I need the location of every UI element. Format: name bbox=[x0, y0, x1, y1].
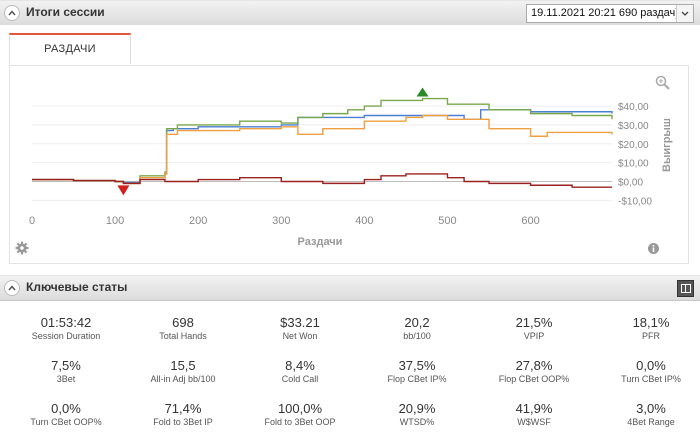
stat-label: Turn CBet IP% bbox=[621, 374, 681, 384]
stat-item: 41,9% W$WSF bbox=[476, 401, 592, 428]
max-marker bbox=[416, 87, 429, 97]
stat-label: All-in Adj bb/100 bbox=[150, 374, 216, 384]
tab-hands[interactable]: РАЗДАЧИ bbox=[9, 33, 131, 64]
stat-item: $33.21 Net Won bbox=[242, 315, 358, 342]
x-tick-label: 300 bbox=[272, 215, 290, 227]
x-tick-label: 0 bbox=[29, 215, 35, 227]
key-stats-header: Ключевые статы bbox=[0, 275, 700, 301]
stat-item: 0,0% Turn CBet IP% bbox=[593, 358, 700, 385]
collapse-stats-button[interactable] bbox=[4, 280, 20, 296]
stat-value: 21,5% bbox=[515, 315, 553, 330]
layout-toggle-icon[interactable] bbox=[677, 280, 694, 297]
stat-item: 8,4% Cold Call bbox=[242, 358, 358, 385]
stat-value: 0,0% bbox=[636, 358, 666, 373]
stat-item: 15,5 All-in Adj bb/100 bbox=[125, 358, 241, 385]
stat-label: Session Duration bbox=[31, 331, 101, 341]
stat-label: Total Hands bbox=[159, 331, 207, 341]
y-tick-label: $10,00 bbox=[618, 159, 649, 170]
winnings-chart: $40,00 $30,00 $20,00 $10,00 $0,00 -$10,00 0 100… bbox=[29, 87, 673, 248]
zoom-icon[interactable] bbox=[655, 75, 670, 90]
y-tick-label: -$10,00 bbox=[618, 196, 652, 207]
y-axis-title: Выигрыш bbox=[661, 118, 673, 172]
stat-label: bb/100 bbox=[403, 331, 431, 341]
stat-value: 20,2 bbox=[404, 315, 430, 330]
x-tick-label: 100 bbox=[106, 215, 124, 227]
stat-item: 71,4% Fold to 3Bet IP bbox=[125, 401, 241, 428]
series-line bbox=[32, 114, 613, 185]
stat-value: 15,5 bbox=[170, 358, 196, 373]
stat-value: 20,9% bbox=[398, 401, 436, 416]
chevron-down-icon bbox=[681, 11, 689, 16]
stat-label: Fold to 3Bet OOP bbox=[264, 417, 336, 427]
stat-label: WTSD% bbox=[399, 417, 435, 427]
stat-value: 41,9% bbox=[515, 401, 553, 416]
chevron-up-icon bbox=[8, 285, 16, 291]
stat-value: 01:53:42 bbox=[40, 315, 92, 330]
stat-item: 20,2 bb/100 bbox=[359, 315, 475, 342]
y-tick-label: $30,00 bbox=[618, 121, 649, 132]
chevron-up-icon bbox=[8, 10, 16, 16]
stat-value: 18,1% bbox=[632, 315, 670, 330]
stat-label: Net Won bbox=[282, 331, 318, 341]
stat-item: 27,8% Flop CBet OOP% bbox=[476, 358, 592, 385]
session-select[interactable]: 19.11.2021 20:21 690 раздач) bbox=[526, 4, 694, 23]
y-tick-label: $40,00 bbox=[618, 102, 649, 113]
x-tick-label: 500 bbox=[438, 215, 456, 227]
stat-value: 0,0% bbox=[51, 401, 81, 416]
stat-value: 698 bbox=[172, 315, 194, 330]
stat-item: 21,5% VPIP bbox=[476, 315, 592, 342]
session-summary-header: Итоги сессии 19.11.2021 20:21 690 раздач… bbox=[0, 0, 700, 26]
chart-container bbox=[9, 65, 689, 264]
stat-value: 27,8% bbox=[515, 358, 553, 373]
dropdown-arrow[interactable] bbox=[676, 5, 693, 22]
y-tick-label: $0,00 bbox=[618, 177, 643, 188]
key-stats-grid: 01:53:42 Session Duration 698 Total Hands $3… bbox=[0, 313, 700, 435]
stat-item: 01:53:42 Session Duration bbox=[8, 315, 124, 342]
stat-item: 3,0% 4Bet Range bbox=[593, 401, 700, 428]
x-tick-label: 400 bbox=[355, 215, 373, 227]
series-line bbox=[32, 97, 613, 185]
series-line bbox=[32, 173, 612, 188]
stat-label: W$WSF bbox=[517, 417, 551, 427]
y-tick-label: $20,00 bbox=[618, 140, 649, 151]
stat-value: 71,4% bbox=[164, 401, 202, 416]
stat-label: Flop CBet OOP% bbox=[498, 374, 570, 384]
stat-item: 20,9% WTSD% bbox=[359, 401, 475, 428]
session-select-value: 19.11.2021 20:21 690 раздач) bbox=[531, 7, 679, 19]
stat-value: 7,5% bbox=[51, 358, 81, 373]
gear-icon[interactable] bbox=[15, 241, 29, 255]
stat-label: Fold to 3Bet IP bbox=[153, 417, 213, 427]
key-stats-title: Ключевые статы bbox=[26, 280, 128, 294]
stat-item: 698 Total Hands bbox=[125, 315, 241, 342]
stat-item: 18,1% PFR bbox=[593, 315, 700, 342]
session-summary-title: Итоги сессии bbox=[26, 5, 105, 19]
stat-label: PFR bbox=[642, 331, 660, 341]
stat-item: 100,0% Fold to 3Bet OOP bbox=[242, 401, 358, 428]
stat-label: 4Bet Range bbox=[627, 417, 675, 427]
stat-label: 3Bet bbox=[56, 374, 76, 384]
stat-item: 0,0% Turn CBet OOP% bbox=[8, 401, 124, 428]
tab-strip: РАЗДАЧИ bbox=[0, 25, 700, 65]
stat-item: 37,5% Flop CBet IP% bbox=[359, 358, 475, 385]
stat-value: 8,4% bbox=[285, 358, 315, 373]
stat-item: 7,5% 3Bet bbox=[8, 358, 124, 385]
x-tick-label: 600 bbox=[521, 215, 539, 227]
series-line bbox=[32, 109, 613, 184]
stat-value: 37,5% bbox=[398, 358, 436, 373]
stat-value: $33.21 bbox=[280, 315, 320, 330]
x-axis-title: Раздачи bbox=[298, 236, 343, 248]
min-marker bbox=[117, 185, 130, 196]
stat-label: Turn CBet OOP% bbox=[30, 417, 102, 427]
collapse-session-button[interactable] bbox=[4, 5, 20, 21]
x-tick-label: 200 bbox=[189, 215, 207, 227]
stat-label: Cold Call bbox=[281, 374, 319, 384]
stat-label: VPIP bbox=[523, 331, 545, 341]
stat-value: 100,0% bbox=[277, 401, 323, 416]
info-icon[interactable] bbox=[648, 243, 659, 254]
stat-value: 3,0% bbox=[636, 401, 666, 416]
stat-label: Flop CBet IP% bbox=[387, 374, 447, 384]
